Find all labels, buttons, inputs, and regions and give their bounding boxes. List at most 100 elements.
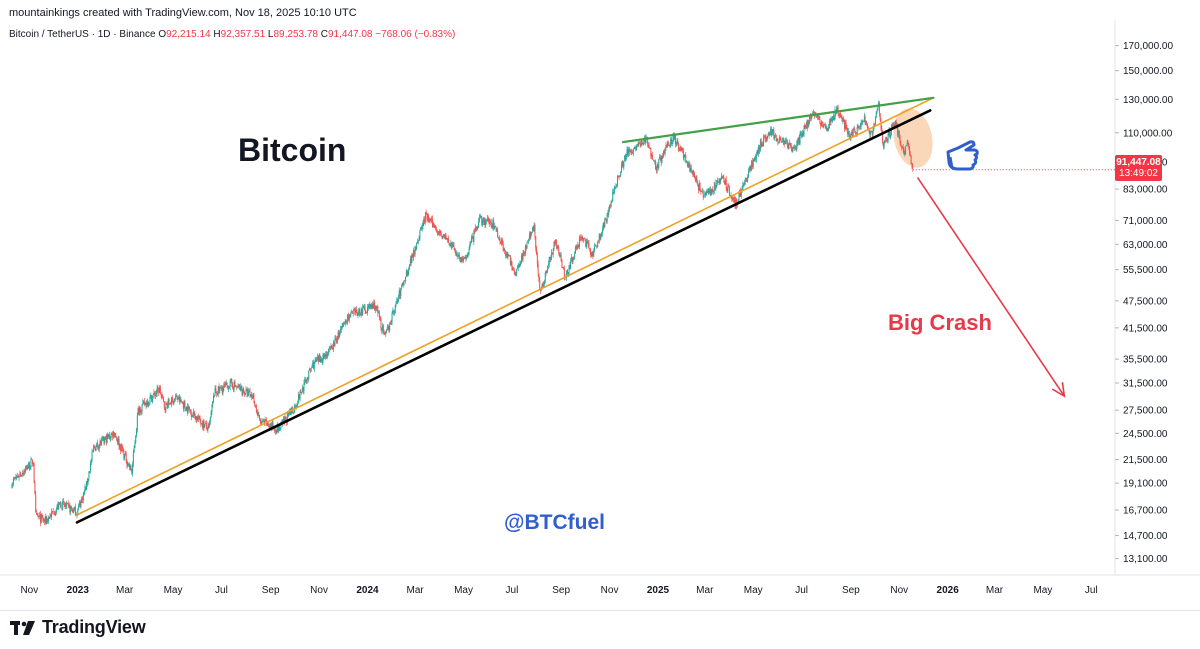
candle-body bbox=[627, 149, 629, 154]
candle-body bbox=[883, 142, 885, 147]
candle-body bbox=[360, 308, 362, 316]
candle-body bbox=[666, 145, 668, 147]
candle-body bbox=[307, 377, 309, 379]
candle-body bbox=[593, 246, 595, 250]
candle-body bbox=[43, 519, 45, 522]
candle-body bbox=[828, 127, 830, 130]
candle-body bbox=[243, 392, 245, 395]
candle-body bbox=[181, 401, 183, 403]
candle-body bbox=[510, 261, 512, 265]
candle-body bbox=[777, 139, 779, 143]
candle-body bbox=[171, 397, 173, 399]
candle-body bbox=[239, 386, 241, 390]
candle-body bbox=[577, 244, 579, 248]
candle-body bbox=[459, 255, 461, 260]
candle-body bbox=[272, 422, 274, 428]
candle-body bbox=[692, 171, 694, 176]
candle-body bbox=[669, 145, 671, 147]
candle-body bbox=[383, 332, 385, 334]
candle-body bbox=[166, 403, 168, 409]
candle-body bbox=[440, 234, 442, 236]
candle-body bbox=[217, 386, 219, 395]
candle-body bbox=[220, 387, 222, 389]
candle-body bbox=[297, 394, 299, 404]
candle-body bbox=[349, 314, 351, 316]
candle-body bbox=[788, 142, 790, 149]
candle-body bbox=[458, 254, 460, 256]
x-tick-label: Jul bbox=[506, 585, 519, 596]
candle-body bbox=[222, 387, 224, 393]
candle-body bbox=[309, 369, 311, 371]
candle-body bbox=[539, 280, 541, 290]
candle-body bbox=[103, 436, 105, 443]
candle-body bbox=[444, 235, 446, 239]
candle-body bbox=[768, 133, 770, 136]
candle-body bbox=[106, 435, 108, 443]
candle-body bbox=[691, 170, 693, 172]
candle-body bbox=[77, 508, 79, 516]
candle-body bbox=[877, 106, 879, 111]
candle-body bbox=[431, 219, 433, 221]
candle-body bbox=[731, 195, 733, 199]
candle-body bbox=[12, 478, 14, 484]
tradingview-logo[interactable]: TradingView bbox=[10, 617, 146, 638]
candle-body bbox=[478, 220, 480, 228]
candle-body bbox=[520, 255, 522, 264]
candle-body bbox=[208, 424, 210, 427]
candle-body bbox=[57, 504, 59, 510]
candle-body bbox=[891, 125, 893, 128]
candle-body bbox=[198, 415, 200, 419]
candle-body bbox=[612, 191, 614, 201]
candle-body bbox=[446, 238, 448, 240]
candle-body bbox=[886, 139, 888, 141]
candle-body bbox=[780, 139, 782, 143]
candle-body bbox=[18, 476, 20, 478]
candle-body bbox=[641, 140, 643, 145]
symbol-label[interactable]: Bitcoin / TetherUS · 1D · Binance bbox=[9, 29, 156, 40]
candle-body bbox=[39, 514, 41, 517]
candle-body bbox=[422, 222, 424, 227]
candle-body bbox=[710, 189, 712, 195]
resistance-trendline bbox=[621, 96, 935, 144]
candle-body bbox=[402, 283, 404, 285]
candle-body bbox=[420, 227, 422, 229]
candle-body bbox=[411, 253, 413, 263]
candle-body bbox=[230, 379, 232, 381]
candle-body bbox=[864, 116, 866, 124]
candle-body bbox=[29, 467, 31, 469]
candle-body bbox=[124, 454, 126, 459]
candle-body bbox=[597, 241, 599, 248]
candle-body bbox=[879, 113, 881, 121]
candle-body bbox=[687, 165, 689, 167]
candle-body bbox=[771, 132, 773, 135]
candle-body bbox=[529, 234, 531, 238]
candle-body bbox=[117, 438, 119, 443]
candle-body bbox=[200, 420, 202, 424]
candle-body bbox=[107, 435, 109, 438]
candle-body bbox=[574, 246, 576, 254]
candle-body bbox=[87, 478, 89, 484]
candle-body bbox=[636, 145, 638, 151]
candle-body bbox=[727, 186, 729, 192]
candle-body bbox=[469, 243, 471, 249]
candle-body bbox=[655, 161, 657, 170]
candle-body bbox=[416, 241, 418, 244]
candle-body bbox=[214, 388, 216, 396]
candle-body bbox=[626, 149, 628, 156]
candle-body bbox=[737, 200, 739, 202]
candle-body bbox=[863, 121, 865, 123]
y-tick-label: 150,000.00 bbox=[1123, 66, 1173, 77]
candle-body bbox=[406, 270, 408, 275]
candle-body bbox=[657, 164, 659, 169]
candle-body bbox=[561, 260, 563, 268]
candle-body bbox=[441, 236, 443, 239]
candle-body bbox=[432, 218, 434, 228]
candle-body bbox=[93, 445, 95, 449]
candle-body bbox=[659, 157, 661, 159]
candle-body bbox=[867, 127, 869, 129]
candle-body bbox=[376, 306, 378, 309]
candle-body bbox=[639, 143, 641, 145]
candle-body bbox=[714, 182, 716, 189]
candle-body bbox=[586, 241, 588, 247]
candle-body bbox=[195, 416, 197, 420]
